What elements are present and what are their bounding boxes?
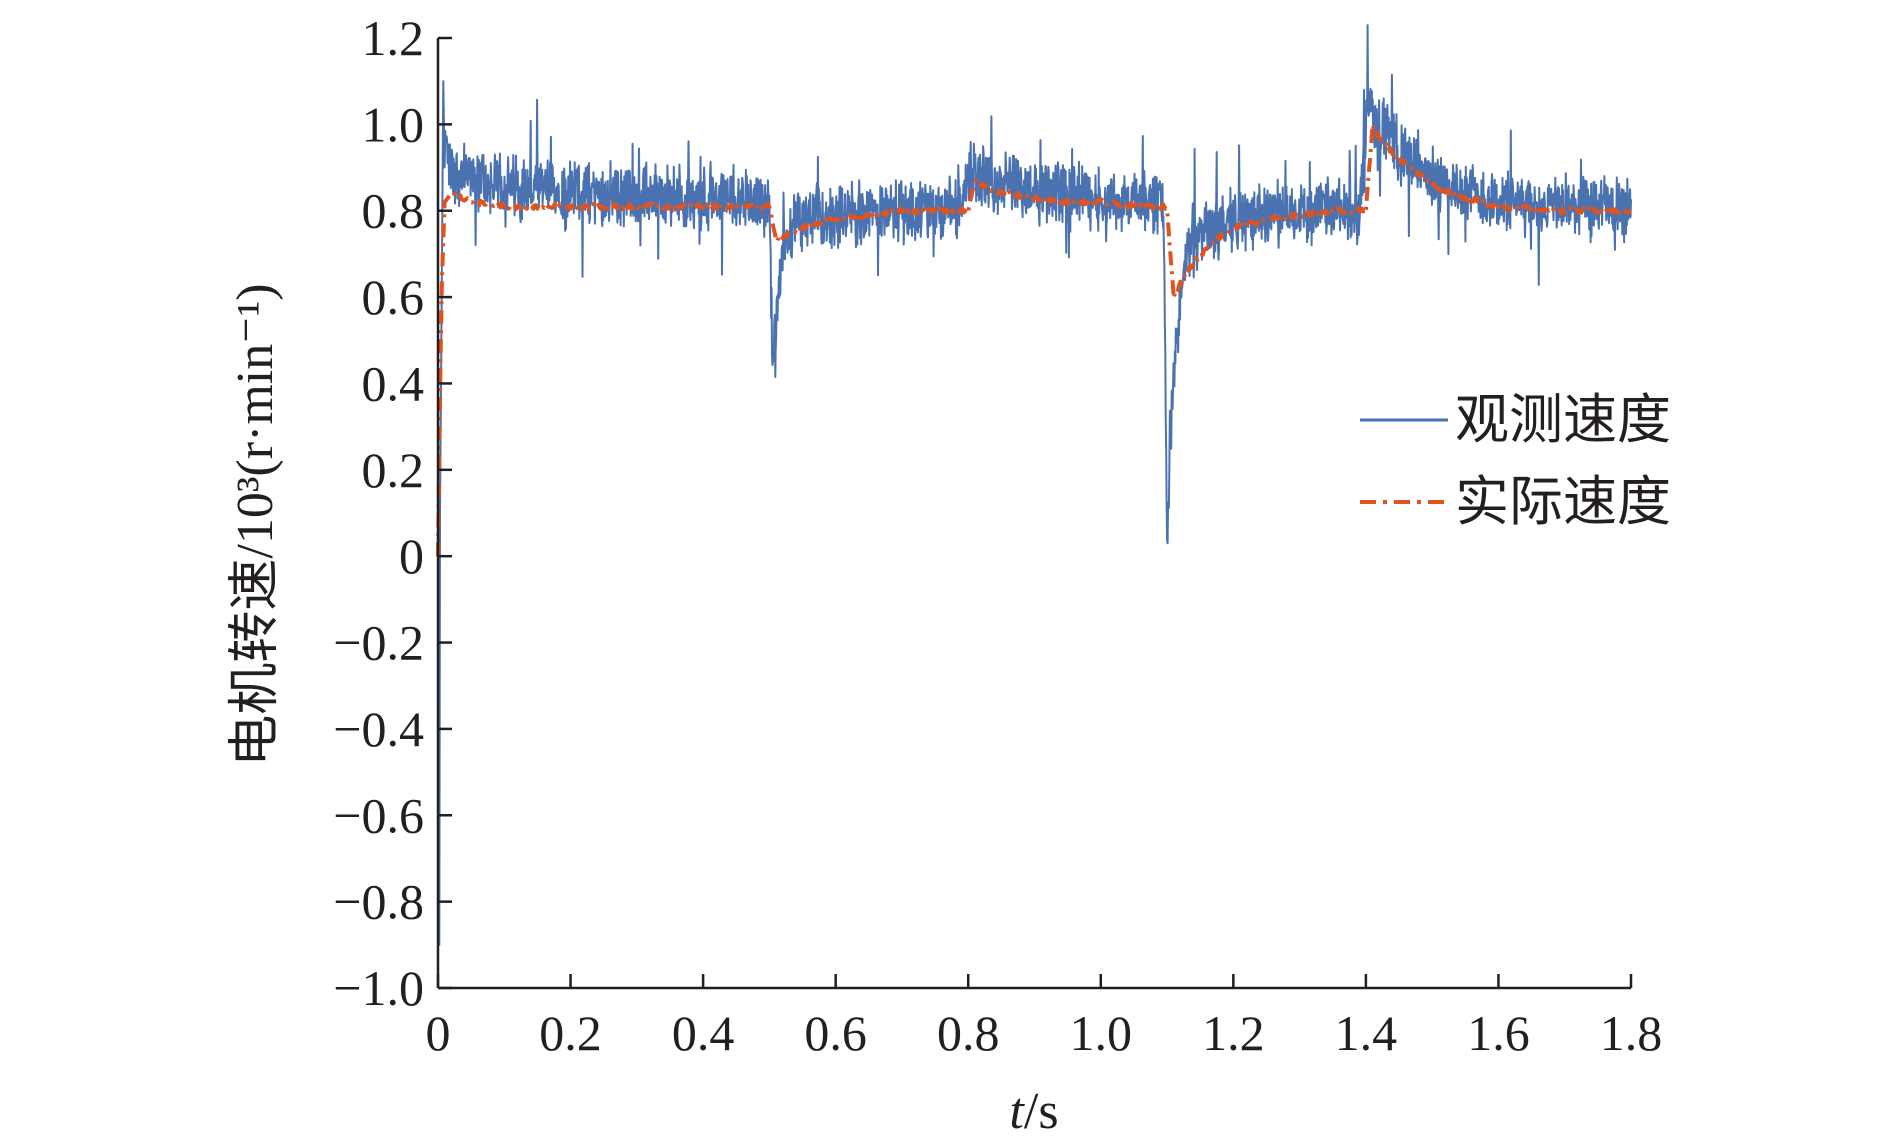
x-tick-label: 1.8	[1600, 1005, 1663, 1061]
x-tick-label: 1.6	[1467, 1005, 1530, 1061]
series-layer	[436, 24, 1632, 946]
series-line-actual	[436, 122, 1632, 557]
y-axis-title: 电机转速/10³(r·min⁻¹)	[227, 283, 284, 766]
legend-label-observed: 观测速度	[1455, 390, 1671, 450]
axes	[436, 38, 1631, 990]
y-tick-label: −0.2	[333, 615, 424, 671]
x-axis-title: t/s	[1009, 1083, 1058, 1139]
y-tick-label: 0	[399, 528, 424, 584]
x-axis-title-italic: t	[1009, 1083, 1025, 1139]
x-tick-label: 1.0	[1070, 1005, 1133, 1061]
y-tick-label: 0.8	[362, 183, 425, 239]
x-tick-label: 0.4	[672, 1005, 735, 1061]
x-tick-label: 0.8	[937, 1005, 1000, 1061]
y-tick-label: 0.6	[362, 269, 425, 325]
y-tick-label: −0.8	[333, 874, 424, 930]
y-tick-label: −0.6	[333, 787, 424, 843]
y-tick-label: −0.4	[333, 701, 424, 757]
y-tick-label: 1.0	[362, 96, 425, 152]
y-tick-label: 1.2	[362, 10, 425, 66]
y-tick-label: 0.4	[362, 355, 425, 411]
tick-labels: 0 0.2 0.4 0.6 0.8 1.0 1.2 1.4 1.6 1.8 1.2 1.0 0.8 0.6…	[333, 10, 1662, 1061]
x-tick-label: 0.2	[539, 1005, 602, 1061]
x-tick-label: 0.6	[804, 1005, 867, 1061]
ticks	[436, 36, 1633, 990]
legend-label-actual: 实际速度	[1455, 472, 1671, 532]
legend: 观测速度 实际速度	[1360, 390, 1671, 532]
x-tick-label: 0	[426, 1005, 451, 1061]
x-tick-label: 1.2	[1202, 1005, 1265, 1061]
x-axis-title-unit: /s	[1024, 1083, 1059, 1139]
y-tick-label: 0.2	[362, 442, 425, 498]
x-tick-label: 1.4	[1335, 1005, 1398, 1061]
y-tick-label: −1.0	[333, 960, 424, 1016]
series-line-observed	[437, 24, 1632, 946]
